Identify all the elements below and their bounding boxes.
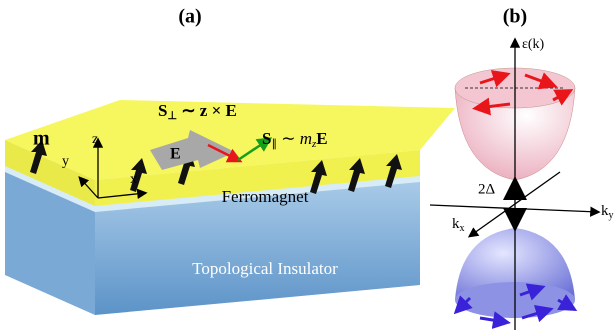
energy-label: ε(k)	[522, 37, 545, 52]
s-end: E	[316, 129, 327, 148]
s-base: S	[262, 129, 271, 148]
axis-label: x	[130, 172, 137, 187]
panel-label: (b)	[503, 6, 527, 28]
s-base: S	[158, 101, 167, 120]
field-label: E	[170, 146, 181, 163]
panel-label: (a)	[178, 6, 201, 28]
s-m: m	[300, 129, 312, 148]
insulator-label: Topological Insulator	[192, 259, 338, 278]
axis-label: y	[62, 154, 69, 169]
ferromagnet-label: Ferromagnet	[222, 187, 309, 206]
axis-label: z	[92, 132, 98, 147]
s-sub: ⊥	[167, 110, 177, 122]
ky-label: ky	[601, 203, 614, 221]
s-rest: ∼ z × E	[177, 101, 237, 120]
k-sub: x	[460, 223, 465, 234]
moment-label: m	[33, 128, 50, 150]
kx-label: kx	[452, 216, 465, 234]
gap-label: 2Δ	[478, 181, 496, 197]
slab	[5, 100, 455, 315]
figure: (a) S⊥ ∼ z × E S∥ ∼ mzE m z y x E Ferrom…	[0, 0, 616, 335]
k-sub: y	[609, 210, 614, 221]
s-mid: ∼	[277, 129, 300, 148]
